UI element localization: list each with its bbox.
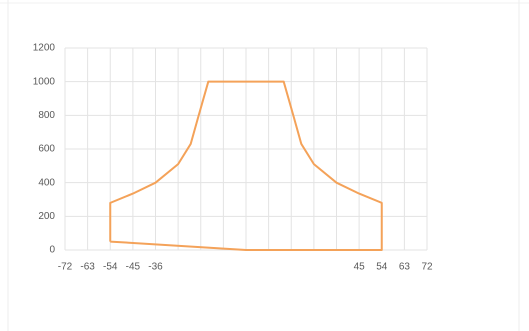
x-tick-label: -36: [148, 262, 163, 273]
x-tick-label: 72: [421, 262, 433, 273]
y-tick-label: 800: [38, 110, 55, 121]
y-tick-label: 600: [38, 144, 55, 155]
x-tick-label: 54: [376, 262, 388, 273]
y-tick-label: 200: [38, 211, 55, 222]
x-tick-label: -45: [126, 262, 141, 273]
x-tick-label: -54: [103, 262, 118, 273]
x-tick-label: -63: [80, 262, 95, 273]
x-tick-label: -72: [58, 262, 73, 273]
x-tick-label: 45: [354, 262, 366, 273]
y-tick-label: 400: [38, 177, 55, 188]
series-line: [109, 80, 383, 251]
y-tick-label: 1200: [33, 43, 56, 54]
y-tick-label: 0: [49, 245, 55, 256]
x-tick-label: 63: [399, 262, 411, 273]
y-tick-label: 1000: [33, 76, 56, 87]
